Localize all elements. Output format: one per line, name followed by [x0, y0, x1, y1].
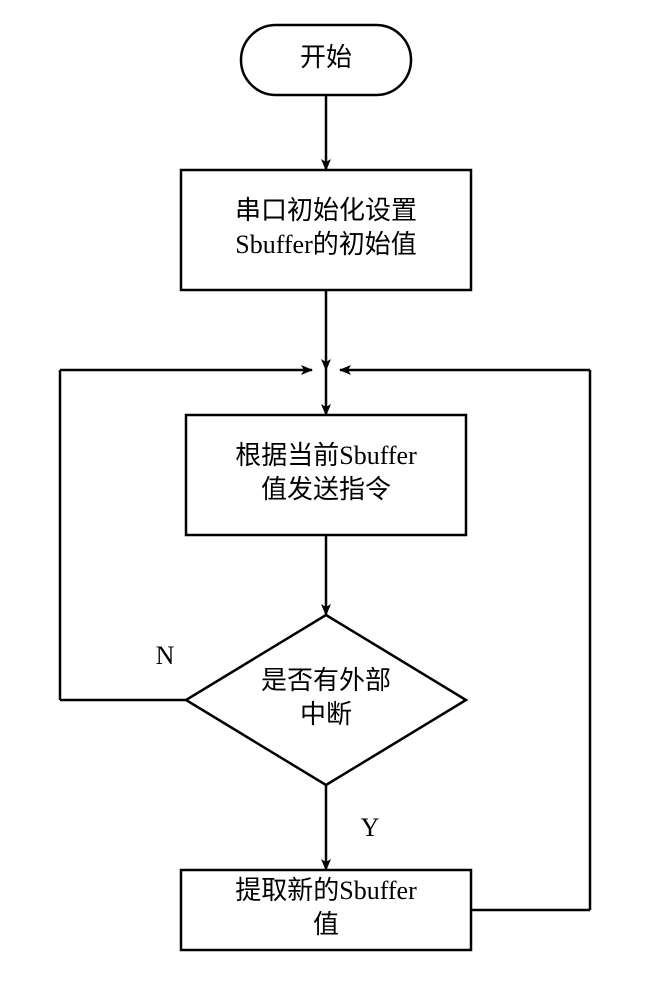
- extract-label-line-1: 值: [313, 910, 339, 939]
- init-label-line-0: 串口初始化设置: [235, 196, 417, 225]
- flowchart-diagram: 开始串口初始化设置 Sbuffer的初始值根据当前Sbuffer 值发送指令提取新的…: [0, 0, 653, 1000]
- decision-label-line-1: 中断: [300, 700, 352, 729]
- start-label-line-0: 开始: [300, 43, 352, 72]
- init-label-line-1: Sbuffer的初始值: [235, 230, 417, 259]
- decision-label-line-0: 是否有外部: [261, 666, 391, 695]
- extract-label-line-0: 提取新的Sbuffer: [235, 876, 417, 905]
- send-label-line-1: 值发送指令: [261, 475, 391, 504]
- branch-label-N: N: [156, 641, 175, 670]
- send-label-line-0: 根据当前Sbuffer: [235, 441, 417, 470]
- branch-label-Y: Y: [361, 813, 380, 842]
